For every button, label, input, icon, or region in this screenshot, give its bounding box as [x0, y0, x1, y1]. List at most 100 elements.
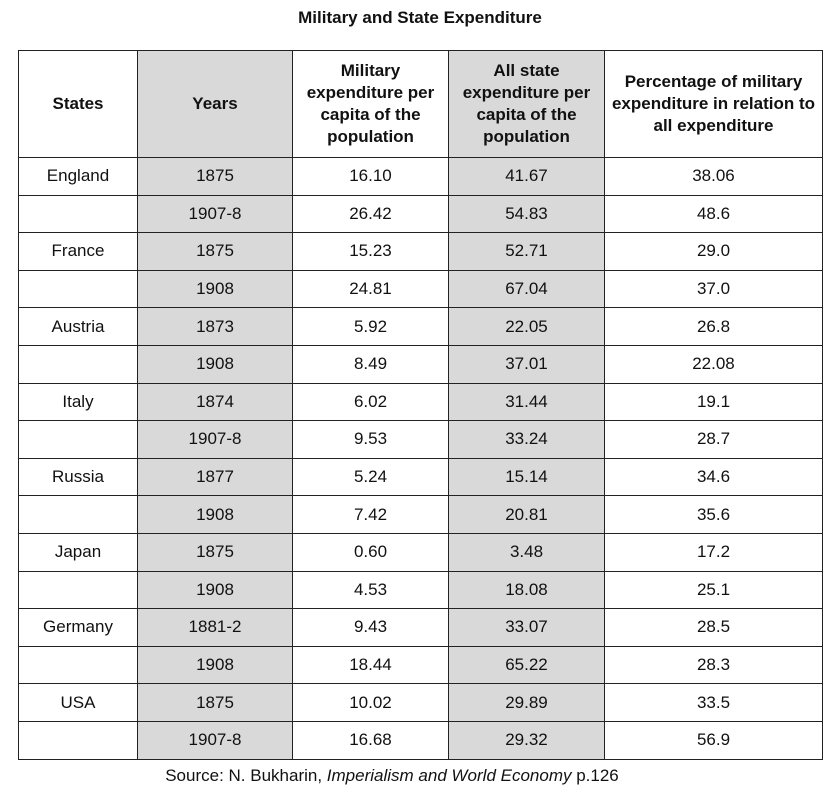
- cell-state: England: [18, 157, 138, 196]
- header-row: States Years Military expenditure per ca…: [18, 50, 823, 158]
- expenditure-table: States Years Military expenditure per ca…: [18, 50, 823, 760]
- table-row: 1907-8 9.53 33.24 28.7: [18, 420, 823, 459]
- cell-percentage: 22.08: [604, 344, 823, 384]
- cell-year: 1907-8: [137, 420, 293, 459]
- table-row: 1907-8 26.42 54.83 48.6: [18, 194, 823, 234]
- cell-percentage: 17.2: [604, 532, 823, 572]
- cell-state: [18, 194, 138, 234]
- cell-military: 24.81: [292, 269, 449, 309]
- cell-all-state: 67.04: [448, 269, 605, 309]
- cell-year: 1873: [137, 307, 293, 346]
- header-military-expenditure: Military expenditure per capita of the p…: [292, 50, 449, 158]
- table-row: England 1875 16.10 41.67 38.06: [18, 157, 823, 196]
- table-row: USA 1875 10.02 29.89 33.5: [18, 683, 823, 722]
- table-row: 1908 18.44 65.22 28.3: [18, 645, 823, 685]
- cell-percentage: 25.1: [604, 570, 823, 610]
- header-percentage: Percentage of military expenditure in re…: [604, 50, 823, 158]
- cell-military: 9.43: [292, 608, 449, 647]
- table-title: Military and State Expenditure: [298, 8, 542, 27]
- cell-state: [18, 344, 138, 384]
- source-prefix: Source: N. Bukharin,: [165, 766, 327, 785]
- cell-military: 18.44: [292, 645, 449, 685]
- table-row: 1908 8.49 37.01 22.08: [18, 344, 823, 384]
- cell-military: 6.02: [292, 382, 449, 422]
- table-row: Austria 1873 5.92 22.05 26.8: [18, 307, 823, 346]
- cell-percentage: 38.06: [604, 157, 823, 196]
- cell-percentage: 29.0: [604, 232, 823, 271]
- cell-state: France: [18, 232, 138, 271]
- cell-year: 1908: [137, 570, 293, 610]
- table-row: Japan 1875 0.60 3.48 17.2: [18, 532, 823, 572]
- cell-military: 5.92: [292, 307, 449, 346]
- table-row: 1907-8 16.68 29.32 56.9: [18, 720, 823, 760]
- cell-year: 1881-2: [137, 608, 293, 647]
- cell-all-state: 54.83: [448, 194, 605, 234]
- cell-all-state: 29.32: [448, 720, 605, 760]
- cell-year: 1875: [137, 232, 293, 271]
- source-citation: Source: N. Bukharin, Imperialism and Wor…: [0, 766, 784, 786]
- cell-all-state: 41.67: [448, 157, 605, 196]
- cell-military: 5.24: [292, 457, 449, 497]
- cell-military: 8.49: [292, 344, 449, 384]
- cell-all-state: 33.24: [448, 420, 605, 459]
- cell-year: 1908: [137, 495, 293, 534]
- cell-all-state: 33.07: [448, 608, 605, 647]
- cell-percentage: 56.9: [604, 720, 823, 760]
- cell-all-state: 18.08: [448, 570, 605, 610]
- cell-all-state: 15.14: [448, 457, 605, 497]
- cell-all-state: 37.01: [448, 344, 605, 384]
- table-row: 1908 24.81 67.04 37.0: [18, 269, 823, 309]
- cell-state: [18, 269, 138, 309]
- cell-state: [18, 645, 138, 685]
- cell-all-state: 65.22: [448, 645, 605, 685]
- cell-all-state: 22.05: [448, 307, 605, 346]
- table-row: 1908 7.42 20.81 35.6: [18, 495, 823, 534]
- source-work-title: Imperialism and World Economy: [326, 766, 572, 785]
- cell-all-state: 31.44: [448, 382, 605, 422]
- cell-year: 1908: [137, 344, 293, 384]
- cell-state: Germany: [18, 608, 138, 647]
- table-row: France 1875 15.23 52.71 29.0: [18, 232, 823, 271]
- cell-percentage: 34.6: [604, 457, 823, 497]
- cell-military: 15.23: [292, 232, 449, 271]
- cell-percentage: 19.1: [604, 382, 823, 422]
- cell-percentage: 35.6: [604, 495, 823, 534]
- cell-military: 16.10: [292, 157, 449, 196]
- table-row: Germany 1881-2 9.43 33.07 28.5: [18, 608, 823, 647]
- cell-all-state: 20.81: [448, 495, 605, 534]
- cell-state: [18, 720, 138, 760]
- cell-state: [18, 495, 138, 534]
- cell-state: Austria: [18, 307, 138, 346]
- cell-year: 1875: [137, 157, 293, 196]
- cell-percentage: 28.7: [604, 420, 823, 459]
- cell-percentage: 33.5: [604, 683, 823, 722]
- cell-all-state: 3.48: [448, 532, 605, 572]
- cell-military: 9.53: [292, 420, 449, 459]
- header-years: Years: [137, 50, 293, 158]
- cell-percentage: 26.8: [604, 307, 823, 346]
- table-row: 1908 4.53 18.08 25.1: [18, 570, 823, 610]
- cell-year: 1877: [137, 457, 293, 497]
- cell-military: 16.68: [292, 720, 449, 760]
- cell-state: Japan: [18, 532, 138, 572]
- table-body: England 1875 16.10 41.67 38.06 1907-8 26.42 54.…: [18, 157, 823, 760]
- cell-year: 1908: [137, 645, 293, 685]
- cell-all-state: 52.71: [448, 232, 605, 271]
- cell-percentage: 48.6: [604, 194, 823, 234]
- cell-year: 1875: [137, 532, 293, 572]
- cell-state: USA: [18, 683, 138, 722]
- table-header: States Years Military expenditure per ca…: [18, 50, 823, 158]
- cell-state: [18, 570, 138, 610]
- source-suffix: p.126: [571, 766, 619, 785]
- cell-state: [18, 420, 138, 459]
- cell-percentage: 37.0: [604, 269, 823, 309]
- header-all-state-expenditure: All state expenditure per capita of the …: [448, 50, 605, 158]
- cell-state: Russia: [18, 457, 138, 497]
- table-row: Italy 1874 6.02 31.44 19.1: [18, 382, 823, 422]
- table-row: Russia 1877 5.24 15.14 34.6: [18, 457, 823, 497]
- cell-military: 4.53: [292, 570, 449, 610]
- header-states: States: [18, 50, 138, 158]
- cell-year: 1874: [137, 382, 293, 422]
- cell-military: 26.42: [292, 194, 449, 234]
- cell-year: 1908: [137, 269, 293, 309]
